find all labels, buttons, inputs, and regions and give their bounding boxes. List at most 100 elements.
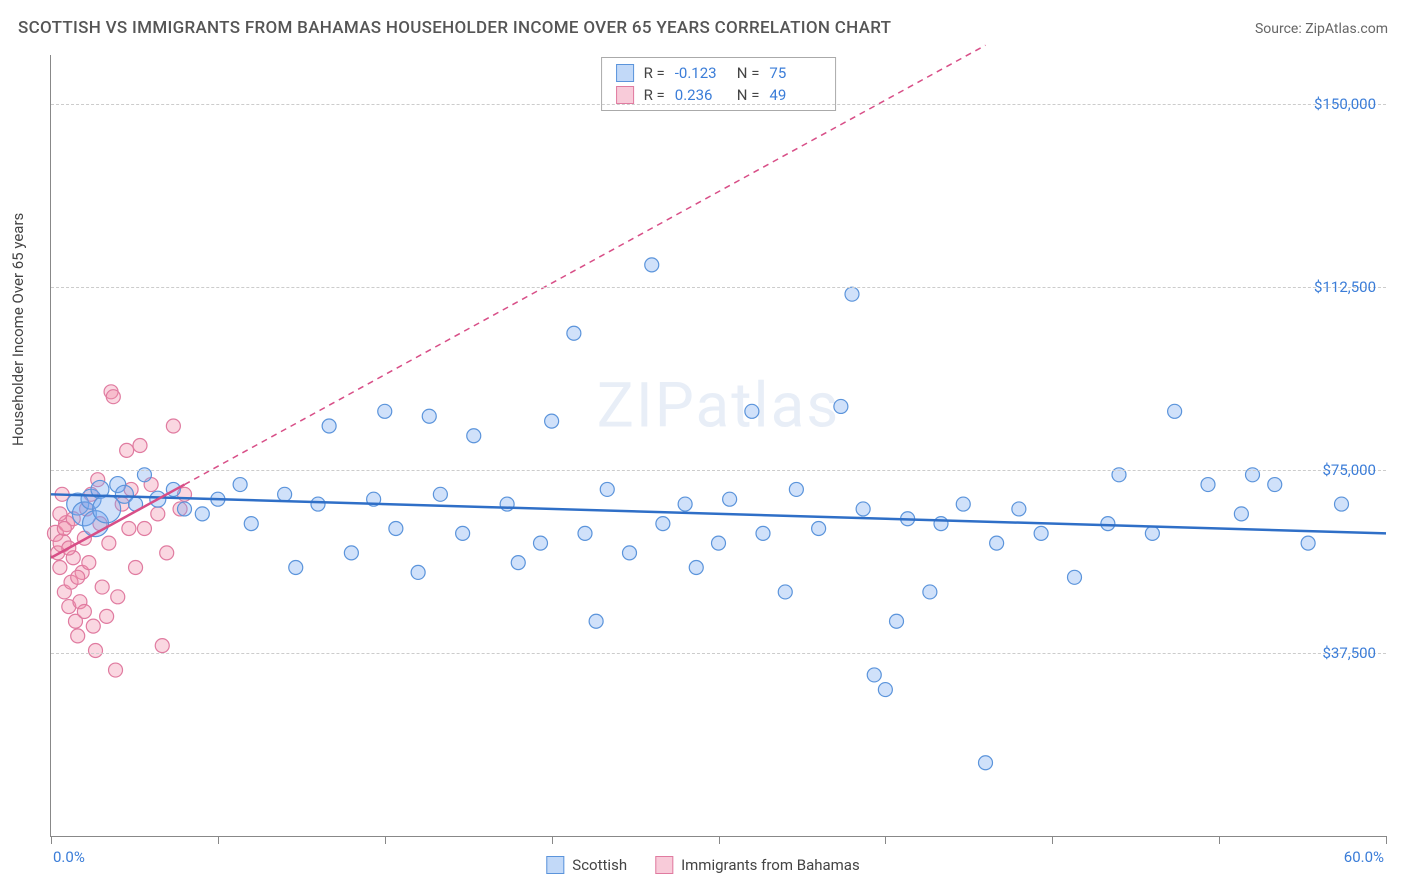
data-point xyxy=(856,502,870,516)
data-point xyxy=(122,521,136,535)
r-value-bahamas: 0.236 xyxy=(675,86,727,104)
trend-line-bahamas-dashed xyxy=(185,45,986,484)
data-point xyxy=(89,644,103,658)
data-point xyxy=(137,521,151,535)
n-value-scottish: 75 xyxy=(769,64,821,82)
y-axis-label: Householder Income Over 65 years xyxy=(9,213,27,446)
y-tick-label: $112,500 xyxy=(1314,278,1376,296)
x-tick xyxy=(385,836,386,844)
legend-item-bahamas: Immigrants from Bahamas xyxy=(655,856,860,874)
legend: Scottish Immigrants from Bahamas xyxy=(546,856,859,874)
data-point xyxy=(745,404,759,418)
data-point xyxy=(467,429,481,443)
data-point xyxy=(278,487,292,501)
data-point xyxy=(178,502,192,516)
chart-container: SCOTTISH VS IMMIGRANTS FROM BAHAMAS HOUS… xyxy=(0,0,1406,892)
data-point xyxy=(1145,526,1159,540)
x-tick xyxy=(1386,836,1387,844)
data-point xyxy=(155,639,169,653)
data-point xyxy=(160,546,174,560)
n-label: N = xyxy=(737,64,760,82)
data-point xyxy=(1268,478,1282,492)
r-value-scottish: -0.123 xyxy=(675,64,727,82)
data-point xyxy=(567,326,581,340)
data-point xyxy=(244,517,258,531)
legend-label-bahamas: Immigrants from Bahamas xyxy=(681,856,860,874)
data-point xyxy=(845,287,859,301)
chart-header: SCOTTISH VS IMMIGRANTS FROM BAHAMAS HOUS… xyxy=(18,18,1388,38)
legend-swatch-bahamas xyxy=(655,856,673,874)
data-point xyxy=(106,390,120,404)
data-point xyxy=(378,404,392,418)
data-point xyxy=(109,663,123,677)
data-point xyxy=(289,561,303,575)
n-label: N = xyxy=(737,86,760,104)
legend-item-scottish: Scottish xyxy=(546,856,627,874)
data-point xyxy=(111,590,125,604)
data-point xyxy=(1012,502,1026,516)
data-point xyxy=(812,521,826,535)
data-point xyxy=(578,526,592,540)
gridline xyxy=(51,470,1386,471)
data-point xyxy=(422,409,436,423)
data-point xyxy=(1034,526,1048,540)
x-tick xyxy=(885,836,886,844)
data-point xyxy=(979,756,993,770)
data-point xyxy=(890,614,904,628)
x-max-label: 60.0% xyxy=(1344,848,1384,866)
data-point xyxy=(411,565,425,579)
y-tick-label: $37,500 xyxy=(1322,644,1376,662)
data-point xyxy=(923,585,937,599)
chart-title: SCOTTISH VS IMMIGRANTS FROM BAHAMAS HOUS… xyxy=(18,18,891,38)
legend-label-scottish: Scottish xyxy=(572,856,627,874)
data-point xyxy=(956,497,970,511)
data-point xyxy=(712,536,726,550)
data-point xyxy=(1234,507,1248,521)
x-tick xyxy=(51,836,52,844)
data-point xyxy=(120,443,134,457)
data-point xyxy=(133,439,147,453)
stats-row-bahamas: R = 0.236 N = 49 xyxy=(616,84,822,106)
data-point xyxy=(689,561,703,575)
data-point xyxy=(1168,404,1182,418)
data-point xyxy=(756,526,770,540)
data-point xyxy=(53,561,67,575)
data-point xyxy=(433,487,447,501)
data-point xyxy=(71,629,85,643)
scatter-svg xyxy=(51,55,1386,836)
swatch-scottish xyxy=(616,64,634,82)
data-point xyxy=(990,536,1004,550)
data-point xyxy=(934,517,948,531)
gridline xyxy=(51,653,1386,654)
r-label: R = xyxy=(644,86,665,104)
data-point xyxy=(344,546,358,560)
data-point xyxy=(1301,536,1315,550)
data-point xyxy=(195,507,209,521)
data-point xyxy=(166,419,180,433)
data-point xyxy=(589,614,603,628)
data-point xyxy=(789,482,803,496)
data-point xyxy=(511,556,525,570)
data-point xyxy=(389,521,403,535)
data-point xyxy=(600,482,614,496)
data-point xyxy=(53,507,67,521)
x-tick xyxy=(552,836,553,844)
data-point xyxy=(86,619,100,633)
gridline xyxy=(51,287,1386,288)
data-point xyxy=(102,536,116,550)
plot-area: ZIPatlas R = -0.123 N = 75 R = 0.236 N =… xyxy=(50,55,1386,837)
r-label: R = xyxy=(644,64,665,82)
data-point xyxy=(1201,478,1215,492)
x-tick xyxy=(719,836,720,844)
data-point xyxy=(545,414,559,428)
data-point xyxy=(723,492,737,506)
data-point xyxy=(71,570,85,584)
data-point xyxy=(233,478,247,492)
data-point xyxy=(678,497,692,511)
data-point xyxy=(656,517,670,531)
data-point xyxy=(456,526,470,540)
data-point xyxy=(1068,570,1082,584)
legend-swatch-scottish xyxy=(546,856,564,874)
data-point xyxy=(82,556,96,570)
data-point xyxy=(322,419,336,433)
